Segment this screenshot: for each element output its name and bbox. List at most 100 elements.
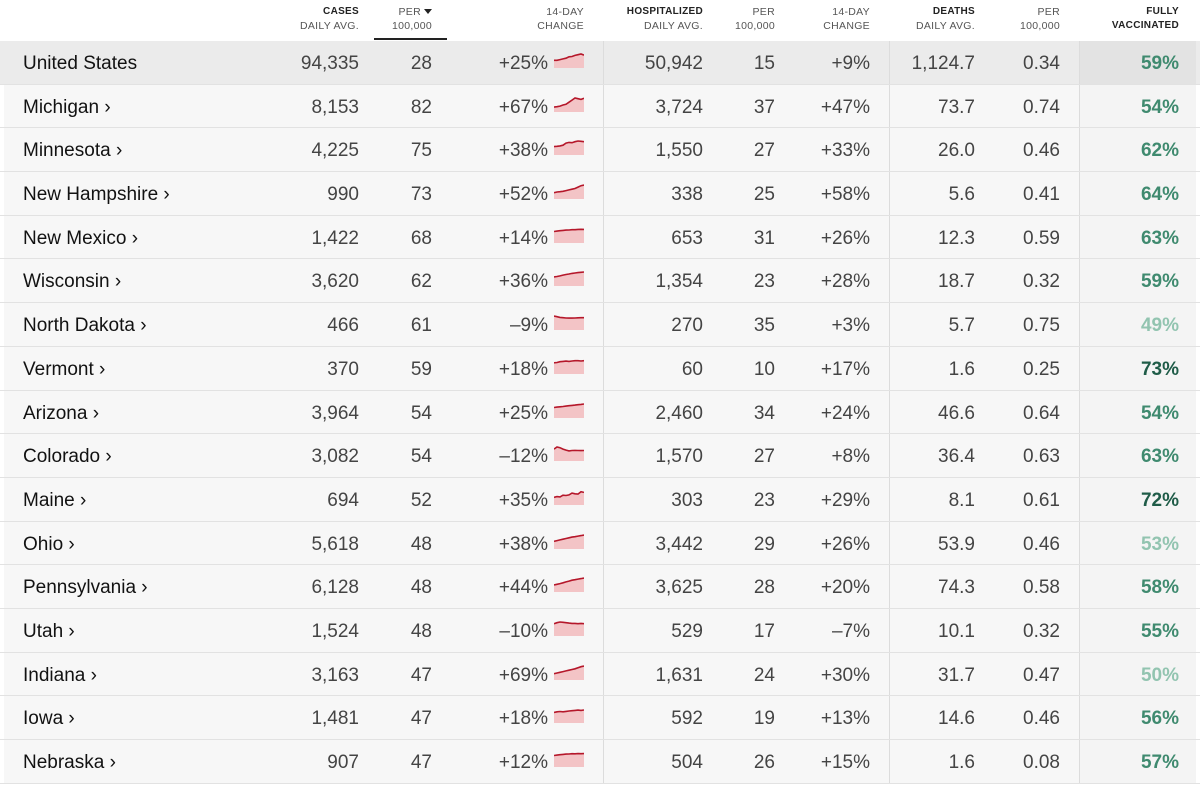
header-deaths[interactable]: DEATHS DAILY AVG.: [916, 5, 975, 33]
state-name[interactable]: Nebraska ›: [23, 752, 116, 773]
hospitalized-per-100k: 19: [753, 708, 775, 730]
table-row[interactable]: Nebraska › 907 47 +12% 504 26 +15% 1.6 0.08 57%: [0, 740, 1200, 784]
deaths-per-100k: 0.58: [1023, 577, 1060, 599]
table-row[interactable]: Colorado › 3,082 54 –12% 1,570 27 +8% 36.4 0.63 6…: [0, 434, 1200, 478]
deaths-per-100k: 0.47: [1023, 664, 1060, 686]
fully-vaccinated: 49%: [1140, 315, 1179, 337]
state-name[interactable]: Michigan ›: [23, 96, 111, 118]
cases-trend-sparkline: [554, 752, 584, 767]
cases-trend-sparkline: [554, 402, 584, 418]
sparkline-line: [554, 53, 584, 62]
header-hospitalized-sub: DAILY AVG.: [643, 20, 703, 32]
table-row[interactable]: North Dakota › 466 61 –9% 270 35 +3% 5.7 0.75 49%: [0, 303, 1200, 347]
state-name[interactable]: Arizona ›: [23, 402, 100, 424]
deaths-avg: 53.9: [938, 533, 975, 555]
table-row[interactable]: Indiana › 3,163 47 +69% 1,631 24 +30% 31.7 0.47 5…: [0, 652, 1200, 697]
table-row[interactable]: Wisconsin › 3,620 62 +36% 1,354 23 +28% 18.7 0.3…: [0, 259, 1200, 304]
state-name[interactable]: Vermont ›: [23, 358, 106, 380]
sparkline-area: [554, 229, 584, 243]
state-name[interactable]: Indiana ›: [23, 664, 97, 686]
sparkline-line: [554, 533, 584, 542]
sparkline-line: [554, 752, 584, 757]
state-name[interactable]: North Dakota ›: [23, 315, 147, 337]
table-row[interactable]: Minnesota › 4,225 75 +38% 1,550 27 +33% 26.0 0.4…: [0, 128, 1200, 173]
state-name[interactable]: Iowa ›: [23, 708, 75, 730]
header-hosp-per-title: PER: [752, 6, 775, 18]
hospitalized-change: +13%: [820, 708, 870, 730]
table-row[interactable]: Utah › 1,524 48 –10% 529 17 –7% 10.1 0.32 55%: [0, 608, 1200, 653]
header-hosp-per[interactable]: PER 100,000: [735, 5, 775, 33]
state-name[interactable]: New Hampshire ›: [23, 184, 170, 206]
sparkline-area: [554, 753, 584, 767]
cases-trend-sparkline: [554, 140, 584, 156]
sparkline-area: [554, 141, 584, 156]
hospitalized-change: +9%: [831, 53, 870, 74]
cases-per-100k: 73: [410, 184, 432, 206]
table-row[interactable]: Pennsylvania › 6,128 48 +44% 3,625 28 +20% 74.3…: [0, 565, 1200, 609]
hospitalized-avg: 1,631: [655, 664, 703, 686]
deaths-per-100k: 0.32: [1023, 271, 1060, 293]
cases-per-100k: 82: [410, 96, 432, 118]
deaths-per-100k: 0.59: [1023, 227, 1060, 249]
cases-avg: 466: [327, 315, 359, 337]
cases-per-100k: 47: [410, 708, 432, 730]
state-name[interactable]: Colorado ›: [23, 446, 112, 468]
header-deaths-per-sub: 100,000: [1019, 20, 1060, 32]
deaths-avg: 1,124.7: [911, 53, 975, 74]
hospitalized-change: +26%: [820, 533, 870, 555]
sparkline-area: [554, 578, 584, 593]
table-row[interactable]: Michigan › 8,153 82 +67% 3,724 37 +47% 73.7 0.74…: [0, 84, 1200, 129]
table-row[interactable]: New Mexico › 1,422 68 +14% 653 31 +26% 12.3 0.59…: [0, 215, 1200, 260]
state-name[interactable]: Minnesota ›: [23, 140, 123, 162]
cases-per-100k: 52: [410, 489, 432, 511]
cases-avg: 370: [327, 358, 359, 380]
deaths-per-100k: 0.46: [1023, 533, 1060, 555]
hospitalized-avg: 60: [681, 358, 703, 380]
sparkline-line: [554, 621, 584, 625]
header-deaths-per[interactable]: PER 100,000: [1020, 5, 1060, 33]
cases-trend-sparkline: [554, 315, 584, 331]
table-row[interactable]: Maine › 694 52 +35% 303 23 +29% 8.1 0.61 72%: [0, 477, 1200, 522]
cases-per-100k: 59: [410, 358, 432, 380]
table-body: United States 94,335 28 +25% 50,942 15 +9% 1,12…: [0, 41, 1200, 784]
state-name[interactable]: Utah ›: [23, 620, 75, 642]
header-hospitalized[interactable]: HOSPITALIZED DAILY AVG.: [627, 5, 703, 33]
cases-avg: 3,163: [311, 664, 359, 686]
hospitalized-avg: 50,942: [644, 53, 703, 74]
cases-change: +25%: [498, 53, 548, 74]
state-name[interactable]: New Mexico ›: [23, 227, 139, 249]
cases-trend-sparkline: [554, 228, 584, 243]
table-header: CASES DAILY AVG. PER 100,000 14-DAY CHAN…: [0, 0, 1200, 40]
cases-trend-sparkline: [554, 490, 584, 505]
table-row[interactable]: Iowa › 1,481 47 +18% 592 19 +13% 14.6 0.46 56%: [0, 696, 1200, 740]
hospitalized-per-100k: 35: [753, 315, 775, 337]
cases-change: +67%: [498, 96, 548, 118]
table-row[interactable]: Ohio › 5,618 48 +38% 3,442 29 +26% 53.9 0.46 53%: [0, 521, 1200, 566]
state-name[interactable]: Maine ›: [23, 489, 87, 511]
header-vaccinated[interactable]: FULLY VACCINATED: [1112, 5, 1179, 33]
header-vaccinated-title: FULLY: [1146, 6, 1179, 17]
deaths-per-100k: 0.75: [1023, 315, 1060, 337]
header-change[interactable]: 14-DAY CHANGE: [537, 5, 584, 33]
header-cases[interactable]: CASES DAILY AVG.: [300, 5, 359, 33]
sparkline-area: [554, 403, 584, 418]
state-name[interactable]: Wisconsin ›: [23, 271, 122, 293]
fully-vaccinated: 50%: [1140, 664, 1179, 686]
state-name[interactable]: Pennsylvania ›: [23, 577, 148, 599]
sparkline-line: [554, 446, 584, 452]
table-row[interactable]: Vermont › 370 59 +18% 60 10 +17% 1.6 0.25 73%: [0, 346, 1200, 391]
header-hosp-change[interactable]: 14-DAY CHANGE: [823, 5, 870, 33]
hospitalized-change: +58%: [820, 184, 870, 206]
cases-per-100k: 47: [410, 752, 432, 773]
state-name[interactable]: Ohio ›: [23, 533, 75, 555]
sparkline-area: [554, 621, 584, 636]
table-row[interactable]: New Hampshire › 990 73 +52% 338 25 +58% 5.6 0.41…: [0, 172, 1200, 216]
header-vaccinated-sub: VACCINATED: [1111, 20, 1179, 31]
sparkline-line: [554, 228, 584, 233]
cases-per-100k: 62: [410, 271, 432, 293]
table-row[interactable]: Arizona › 3,964 54 +25% 2,460 34 +24% 46.6 0.64 5…: [0, 390, 1200, 435]
header-per-sorted[interactable]: PER 100,000: [392, 5, 432, 33]
cases-change: +12%: [498, 752, 548, 773]
sparkline-area: [554, 534, 584, 549]
cases-per-100k: 54: [410, 402, 432, 424]
